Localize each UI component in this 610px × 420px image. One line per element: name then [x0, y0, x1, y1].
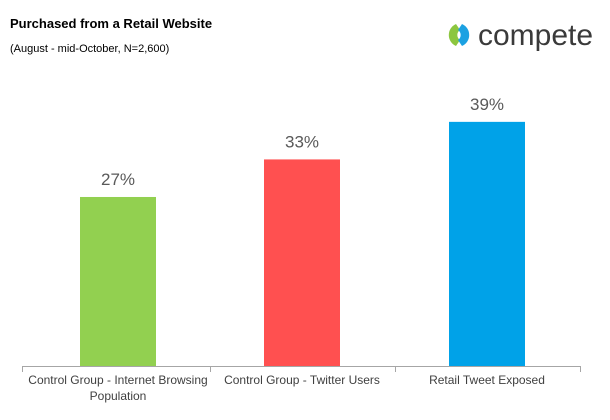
x-tick-label: Control Group - Internet Browsing Popula…: [28, 373, 208, 403]
x-tick-label: Retail Tweet Exposed: [429, 373, 545, 387]
value-label: 39%: [470, 95, 504, 114]
axis: [22, 366, 581, 372]
value-label: 33%: [285, 132, 319, 151]
value-label: 27%: [101, 170, 135, 189]
logo-icon: [448, 24, 470, 46]
chart-subtitle: (August - mid-October, N=2,600): [10, 43, 169, 55]
bar: [80, 196, 156, 366]
logo-text: compete: [478, 19, 593, 52]
x-tick-label: Control Group - Twitter Users: [224, 373, 380, 387]
bar: [449, 121, 525, 366]
chart-title: Purchased from a Retail Website: [10, 16, 212, 31]
bar: [264, 159, 340, 366]
